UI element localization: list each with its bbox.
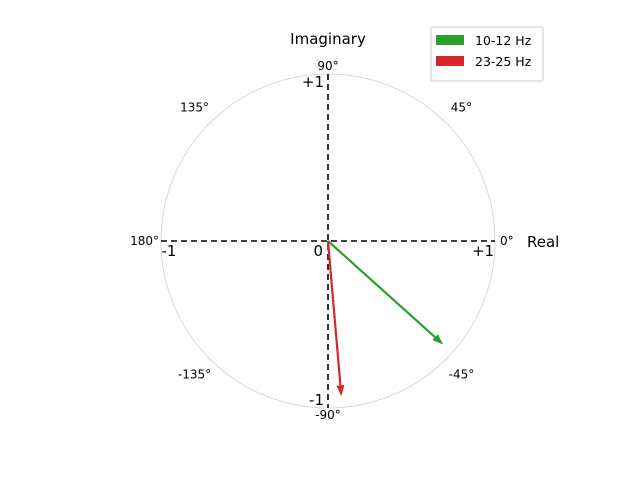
tick-neg-y: -1 bbox=[309, 391, 324, 409]
angle-label: 135° bbox=[180, 101, 209, 115]
angle-label: 90° bbox=[317, 59, 338, 73]
tick-origin: 0 bbox=[313, 242, 323, 260]
x-axis-label: Real bbox=[527, 233, 559, 251]
phasor-arrow-head bbox=[432, 334, 444, 345]
angle-label: -90° bbox=[315, 408, 341, 422]
legend-swatch bbox=[436, 56, 464, 66]
angle-labels: 0° 45° 90° 135° 180° -135° -90° -45° bbox=[130, 59, 514, 422]
tick-neg-x: -1 bbox=[162, 242, 177, 260]
angle-label: 180° bbox=[130, 234, 159, 248]
angle-label: -135° bbox=[178, 367, 211, 381]
phasor-arrow-shaft bbox=[327, 240, 436, 339]
angle-label: 45° bbox=[451, 101, 472, 115]
tick-pos-y: +1 bbox=[302, 73, 324, 91]
phasor-arrow-shaft bbox=[326, 240, 342, 386]
angle-label: 0° bbox=[500, 234, 514, 248]
phasor-arrow-head bbox=[336, 385, 345, 397]
legend-swatch bbox=[436, 35, 464, 45]
y-axis-label: Imaginary bbox=[290, 30, 366, 48]
angle-label: -45° bbox=[449, 367, 475, 381]
legend-label: 10-12 Hz bbox=[475, 33, 532, 48]
legend: 10-12 Hz 23-25 Hz bbox=[430, 26, 544, 82]
phasor-arrows bbox=[326, 240, 444, 397]
tick-pos-x: +1 bbox=[472, 242, 494, 260]
legend-label: 23-25 Hz bbox=[475, 54, 532, 69]
